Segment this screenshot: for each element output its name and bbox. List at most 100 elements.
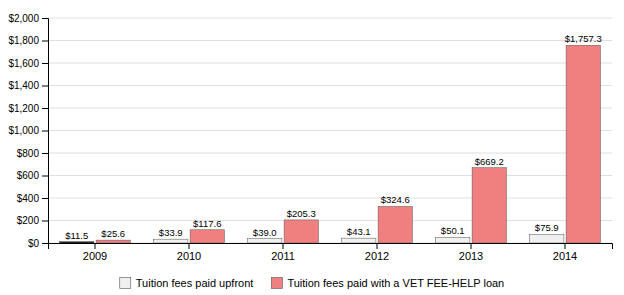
legend-swatch xyxy=(271,278,282,289)
y-axis: $0 $200 $400 $600 $800 $1,000 $1,200 $1,400 $1,6… xyxy=(8,13,48,249)
bar xyxy=(530,234,564,243)
tick: 2013 xyxy=(459,243,483,262)
axis-line xyxy=(49,244,613,250)
tick: $2,000 xyxy=(8,13,48,24)
tick-mark xyxy=(189,243,190,249)
legend-label: Tuition fees paid upfront xyxy=(136,277,254,289)
tick: $1,400 xyxy=(8,80,48,91)
data-label: $25.6 xyxy=(101,228,125,239)
data-label: $1,757.3 xyxy=(565,33,602,44)
tick: $200 xyxy=(17,215,48,226)
tick-label: $1,200 xyxy=(8,103,39,114)
tick-label: 2014 xyxy=(553,250,577,262)
tick-label: $1,400 xyxy=(8,80,39,91)
tick: $1,000 xyxy=(8,125,48,136)
bars xyxy=(60,45,601,243)
grid-line xyxy=(48,108,612,109)
tick: 2012 xyxy=(365,243,389,262)
tick-label: 2013 xyxy=(459,250,483,262)
tick: 2011 xyxy=(271,243,295,262)
tick-label: $1,000 xyxy=(8,125,39,136)
tick-mark xyxy=(42,153,48,154)
bar xyxy=(436,237,470,243)
tick-mark xyxy=(565,243,566,249)
data-label: $39.0 xyxy=(253,227,277,238)
data-label: $324.6 xyxy=(381,194,410,205)
grid-line xyxy=(48,130,612,131)
grid-line xyxy=(48,40,612,41)
grid xyxy=(48,18,612,243)
tick-label: 2011 xyxy=(271,250,295,262)
tick: $800 xyxy=(17,148,48,159)
tick-label: 2012 xyxy=(365,250,389,262)
bar xyxy=(60,242,94,243)
tick: $1,200 xyxy=(8,103,48,114)
tick-label: $600 xyxy=(17,170,40,181)
tick: $1,800 xyxy=(8,35,48,46)
grid-line xyxy=(48,18,612,19)
bar xyxy=(284,220,318,243)
legend-item: Tuition fees paid with a VET FEE-HELP lo… xyxy=(271,277,504,289)
tick-label: $200 xyxy=(17,215,40,226)
legend-label: Tuition fees paid with a VET FEE-HELP lo… xyxy=(287,277,504,289)
tick: $600 xyxy=(17,170,48,181)
bar xyxy=(96,240,130,243)
tick: $400 xyxy=(17,193,48,204)
data-label: $43.1 xyxy=(347,226,371,237)
axis-line xyxy=(42,19,49,244)
x-axis: 2009 2010 2011 2012 2013 2014 xyxy=(49,243,613,262)
tick-label: $800 xyxy=(17,148,40,159)
grid-line xyxy=(48,63,612,64)
tick-mark xyxy=(377,243,378,249)
tick-mark xyxy=(42,18,48,19)
tick-label: $1,800 xyxy=(8,35,39,46)
bar xyxy=(566,45,600,243)
tick-mark xyxy=(42,198,48,199)
tick: 2010 xyxy=(177,243,201,262)
bar xyxy=(190,230,224,243)
tick-mark xyxy=(42,243,48,244)
tick-label: $2,000 xyxy=(8,13,39,24)
tick: $0 xyxy=(28,238,48,249)
series xyxy=(96,45,600,243)
tick-mark xyxy=(42,176,48,177)
tick-mark xyxy=(42,108,48,109)
grid-line xyxy=(48,220,612,221)
bar xyxy=(342,238,376,243)
bar xyxy=(154,239,188,243)
legend-item: Tuition fees paid upfront xyxy=(120,277,254,289)
tick-mark xyxy=(471,243,472,249)
bar xyxy=(472,168,506,243)
bar xyxy=(248,239,282,243)
data-label: $205.3 xyxy=(287,208,316,219)
grid-line xyxy=(48,198,612,199)
data-label: $33.9 xyxy=(159,227,183,238)
tick-label: $0 xyxy=(28,238,40,249)
data-label: $117.6 xyxy=(193,218,221,229)
tick: $1,600 xyxy=(8,58,48,69)
tick-mark xyxy=(95,243,96,249)
bar xyxy=(378,206,412,243)
grid-line xyxy=(48,85,612,86)
tick-mark xyxy=(283,243,284,249)
tick-mark xyxy=(42,63,48,64)
legend-swatch xyxy=(120,278,131,289)
tick-label: $400 xyxy=(17,193,40,204)
grid-line xyxy=(48,175,612,176)
tick: 2014 xyxy=(553,243,577,262)
tick-label: 2009 xyxy=(83,250,107,262)
tick-mark xyxy=(42,41,48,42)
grid-line xyxy=(48,153,612,154)
data-label: $11.5 xyxy=(65,230,88,241)
tick: 2009 xyxy=(83,243,107,262)
data-label: $669.2 xyxy=(475,156,504,167)
data-labels: $11.5$33.9$39.0$43.1$50.1$75.9$25.6$117.… xyxy=(65,33,602,240)
tick-mark xyxy=(42,131,48,132)
legend: Tuition fees paid upfront Tuition fees pa… xyxy=(120,277,504,289)
tick-mark xyxy=(42,221,48,222)
tick-label: $1,600 xyxy=(8,58,39,69)
tick-label: 2010 xyxy=(177,250,201,262)
plot: $11.5$33.9$39.0$43.1$50.1$75.9$25.6$117.… xyxy=(8,13,612,262)
tick-mark xyxy=(42,86,48,87)
data-label: $50.1 xyxy=(441,225,465,236)
